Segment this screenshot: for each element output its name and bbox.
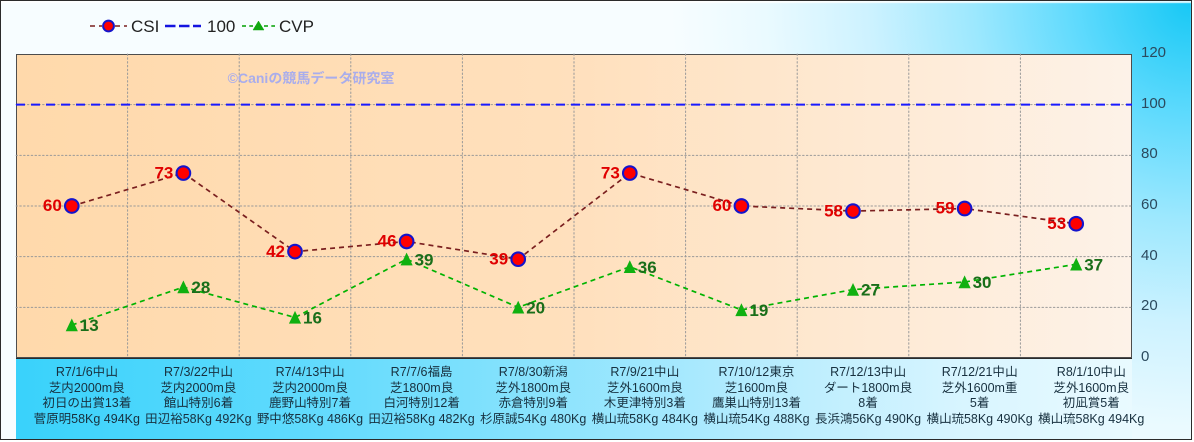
svg-text:42: 42 [266,242,285,261]
svg-text:36: 36 [638,258,657,277]
svg-text:73: 73 [601,163,620,182]
svg-text:100: 100 [207,17,235,36]
svg-text:53: 53 [1047,214,1066,233]
svg-text:20: 20 [526,298,545,317]
svg-text:60: 60 [43,196,62,215]
svg-text:16: 16 [303,309,322,328]
svg-text:CVP: CVP [279,17,314,36]
svg-text:28: 28 [191,278,210,297]
svg-text:60: 60 [712,196,731,215]
svg-text:39: 39 [489,249,508,268]
svg-text:46: 46 [378,232,397,251]
svg-text:30: 30 [973,273,992,292]
svg-text:37: 37 [1084,255,1103,274]
svg-text:73: 73 [154,163,173,182]
svg-text:13: 13 [80,316,99,335]
svg-text:59: 59 [936,199,955,218]
svg-text:39: 39 [415,250,434,269]
svg-text:27: 27 [861,281,880,300]
svg-text:58: 58 [824,201,843,220]
svg-text:CSI: CSI [131,17,159,36]
svg-text:19: 19 [749,301,768,320]
